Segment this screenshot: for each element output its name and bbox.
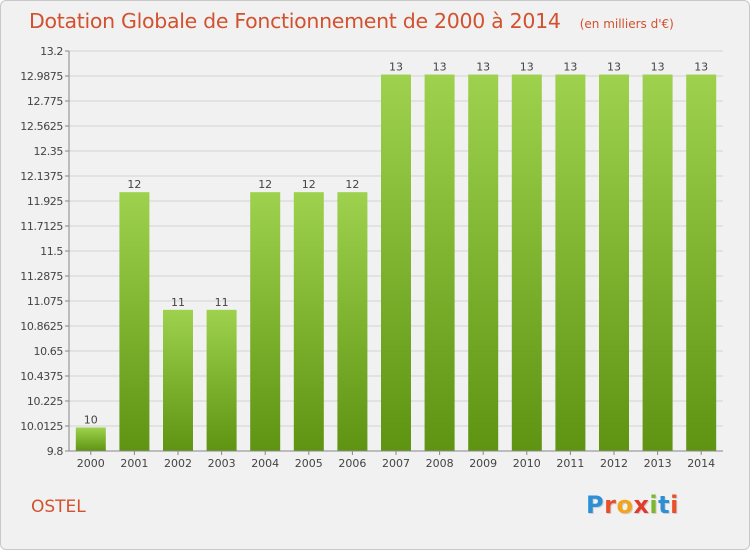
data-label: 13 xyxy=(520,61,534,74)
bar xyxy=(424,74,455,451)
y-tick-label: 10.0125 xyxy=(20,420,63,433)
data-label: 12 xyxy=(258,178,272,191)
x-tick-label: 2004 xyxy=(251,457,279,470)
bar xyxy=(555,74,586,451)
y-tick-label: 9.8 xyxy=(47,445,64,458)
x-tick-label: 2009 xyxy=(469,457,497,470)
data-label: 13 xyxy=(651,61,665,74)
x-tick-label: 2001 xyxy=(120,457,148,470)
data-label: 11 xyxy=(215,296,229,309)
bar xyxy=(163,309,193,451)
bar xyxy=(642,74,673,451)
data-label: 13 xyxy=(433,61,447,74)
chart-header: Dotation Globale de Fonctionnement de 20… xyxy=(29,9,674,33)
x-tick-label: 2000 xyxy=(77,457,105,470)
bar xyxy=(599,74,629,451)
y-tick-label: 13.2 xyxy=(40,45,63,58)
data-label: 13 xyxy=(694,61,708,74)
bar xyxy=(337,192,368,452)
y-tick-label: 12.5625 xyxy=(20,120,63,133)
y-tick-label: 10.4375 xyxy=(20,370,63,383)
data-label: 12 xyxy=(127,178,141,191)
x-tick-label: 2005 xyxy=(295,457,323,470)
y-tick-label: 11.2875 xyxy=(20,270,63,283)
logo-letter: o xyxy=(616,491,634,519)
y-tick-label: 12.775 xyxy=(27,95,63,108)
proxiti-logo: Proxiti xyxy=(586,491,679,519)
chart-title: Dotation Globale de Fonctionnement de 20… xyxy=(29,9,561,33)
x-tick-label: 2010 xyxy=(513,457,541,470)
data-label: 13 xyxy=(476,61,490,74)
y-tick-label: 11.5 xyxy=(40,245,63,258)
bar xyxy=(511,74,542,451)
x-tick-label: 2006 xyxy=(338,457,366,470)
data-label: 13 xyxy=(607,61,621,74)
x-tick-label: 2003 xyxy=(208,457,236,470)
chart-unit: (en milliers d'€) xyxy=(579,17,674,31)
logo-letter: i xyxy=(649,491,659,519)
x-tick-label: 2014 xyxy=(687,457,715,470)
commune-name: OSTEL xyxy=(31,497,86,517)
x-tick-label: 2002 xyxy=(164,457,192,470)
data-label: 12 xyxy=(345,178,359,191)
data-label: 10 xyxy=(84,413,98,426)
y-tick-label: 11.7125 xyxy=(20,220,63,233)
bar xyxy=(75,427,106,451)
y-tick-label: 10.8625 xyxy=(20,320,63,333)
bar xyxy=(119,192,150,452)
bar xyxy=(468,74,499,451)
y-tick-label: 10.65 xyxy=(34,345,64,358)
data-label: 11 xyxy=(171,296,185,309)
y-tick-label: 12.35 xyxy=(34,145,64,158)
bar xyxy=(293,192,324,452)
logo-letter: r xyxy=(604,491,617,519)
y-tick-label: 12.9875 xyxy=(20,70,63,83)
x-tick-label: 2008 xyxy=(426,457,454,470)
data-label: 13 xyxy=(389,61,403,74)
y-tick-label: 10.225 xyxy=(27,395,63,408)
data-label: 12 xyxy=(302,178,316,191)
logo-letter: P xyxy=(586,491,605,519)
logo-letter: x xyxy=(633,491,650,519)
x-tick-label: 2007 xyxy=(382,457,410,470)
logo-letter: i xyxy=(670,491,679,519)
bar xyxy=(250,192,281,452)
bar xyxy=(381,74,411,451)
y-tick-label: 11.925 xyxy=(27,195,63,208)
bar xyxy=(206,309,237,451)
logo-letter: t xyxy=(658,491,671,519)
y-tick-label: 12.1375 xyxy=(20,170,63,183)
x-tick-label: 2012 xyxy=(600,457,628,470)
data-label: 13 xyxy=(563,61,577,74)
bar xyxy=(686,74,717,451)
x-tick-label: 2011 xyxy=(556,457,584,470)
x-tick-label: 2013 xyxy=(644,457,672,470)
y-tick-label: 11.075 xyxy=(27,295,63,308)
